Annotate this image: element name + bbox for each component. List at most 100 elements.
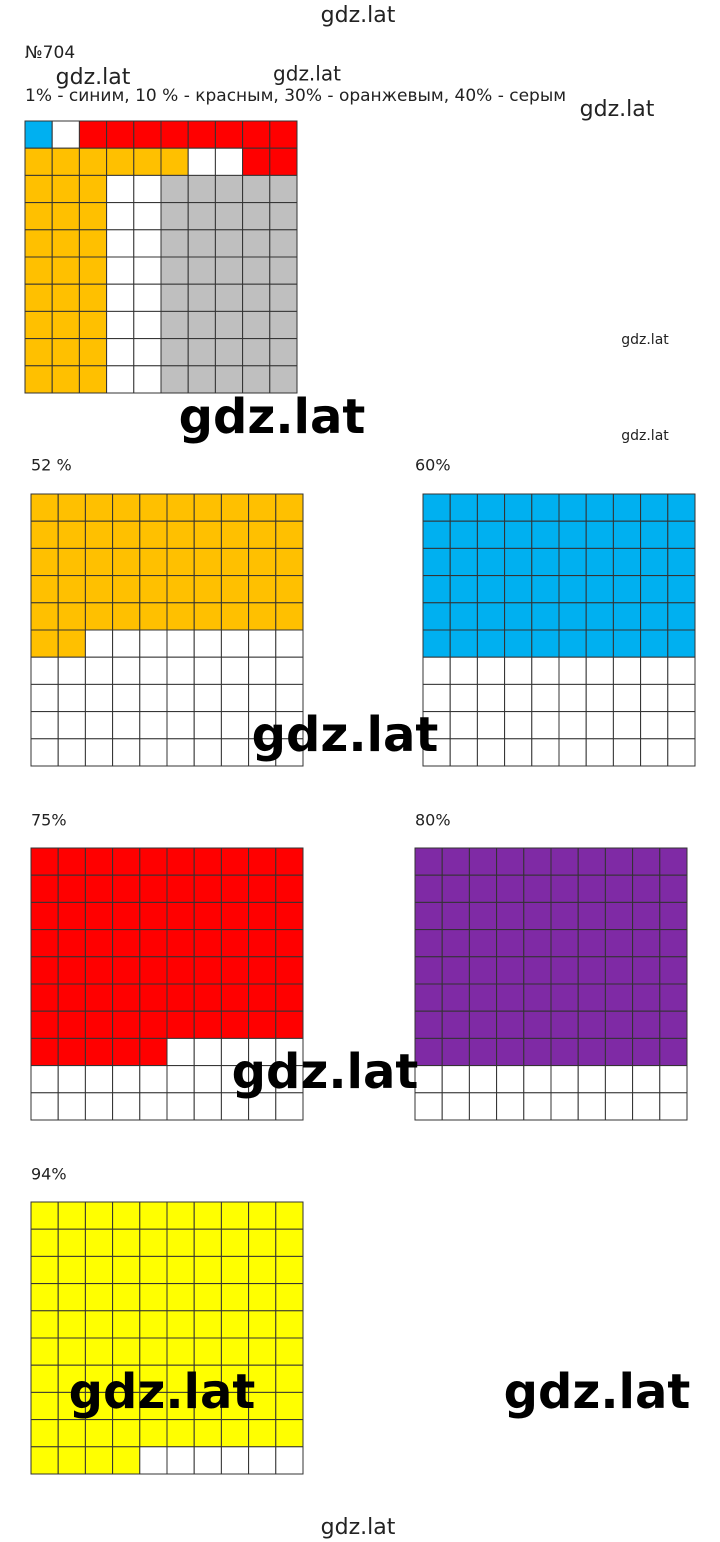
empty-cell — [193, 1037, 222, 1067]
filled-cell — [84, 1337, 114, 1366]
empty-cell — [422, 711, 451, 740]
filled-cell — [220, 983, 250, 1012]
filled-cell — [57, 847, 86, 876]
filled-cell — [193, 1283, 222, 1312]
filled-cell — [84, 1255, 114, 1285]
filled-cell — [112, 575, 141, 604]
filled-cell — [531, 520, 560, 549]
filled-cell — [667, 493, 696, 522]
empty-cell — [133, 283, 162, 312]
filled-cell — [84, 901, 114, 931]
filled-cell — [220, 1201, 250, 1230]
filled-cell — [476, 575, 506, 604]
filled-cell — [57, 1283, 86, 1312]
filled-cell — [166, 983, 195, 1012]
filled-cell — [269, 229, 298, 258]
filled-cell — [248, 575, 277, 604]
filled-cell — [659, 847, 688, 876]
filled-cell — [84, 575, 114, 604]
filled-cell — [51, 147, 80, 176]
empty-cell — [640, 738, 669, 767]
filled-cell — [523, 956, 552, 985]
filled-cell — [24, 202, 53, 231]
filled-cell — [220, 901, 250, 931]
empty-cell — [558, 711, 587, 740]
filled-cell — [166, 547, 195, 577]
filled-cell — [24, 229, 53, 258]
empty-cell — [30, 656, 59, 685]
empty-cell — [57, 656, 86, 685]
filled-cell — [160, 174, 189, 204]
filled-cell — [139, 1337, 168, 1366]
filled-cell — [523, 901, 552, 931]
filled-cell — [248, 520, 277, 549]
empty-cell — [193, 1065, 222, 1094]
empty-cell — [441, 1065, 470, 1094]
empty-cell — [106, 256, 135, 285]
filled-cell — [577, 847, 606, 876]
filled-cell — [30, 520, 59, 549]
filled-cell — [248, 602, 277, 631]
empty-cell — [106, 310, 135, 340]
filled-cell — [30, 1255, 59, 1285]
filled-cell — [84, 847, 114, 876]
empty-cell — [504, 683, 533, 713]
filled-cell — [112, 1228, 141, 1257]
filled-cell — [476, 602, 506, 631]
empty-cell — [139, 1446, 168, 1475]
filled-cell — [106, 147, 135, 176]
empty-cell — [166, 711, 195, 740]
filled-cell — [30, 983, 59, 1012]
empty-cell — [166, 1092, 195, 1121]
filled-cell — [84, 1037, 114, 1067]
filled-cell — [187, 256, 216, 285]
filled-cell — [193, 547, 222, 577]
watermark: gdz.lat — [504, 1364, 691, 1420]
filled-cell — [160, 310, 189, 340]
filled-cell — [248, 1228, 277, 1257]
filled-cell — [214, 202, 244, 231]
grid-label: 75% — [31, 811, 67, 830]
filled-cell — [160, 229, 189, 258]
filled-cell — [78, 147, 108, 176]
filled-cell — [84, 602, 114, 631]
filled-cell — [139, 1201, 168, 1230]
filled-cell — [577, 1010, 606, 1039]
filled-cell — [84, 1310, 114, 1339]
filled-cell — [112, 1419, 141, 1448]
empty-cell — [449, 683, 478, 713]
filled-cell — [422, 575, 451, 604]
filled-cell — [577, 983, 606, 1012]
filled-cell — [139, 956, 168, 985]
empty-cell — [476, 711, 506, 740]
filled-cell — [30, 1228, 59, 1257]
empty-cell — [57, 1092, 86, 1121]
filled-cell — [78, 120, 108, 149]
filled-cell — [166, 1283, 195, 1312]
filled-cell — [166, 1337, 195, 1366]
filled-cell — [84, 493, 114, 522]
filled-cell — [30, 1419, 59, 1448]
filled-cell — [51, 174, 80, 204]
watermark: gdz.lat — [273, 62, 341, 86]
filled-cell — [139, 547, 168, 577]
filled-cell — [632, 956, 661, 985]
watermark: gdz.lat — [69, 1364, 256, 1420]
empty-cell — [248, 629, 277, 658]
filled-cell — [57, 1391, 86, 1421]
filled-cell — [166, 929, 195, 958]
filled-cell — [269, 256, 298, 285]
filled-cell — [220, 874, 250, 903]
filled-cell — [275, 602, 304, 631]
filled-cell — [220, 847, 250, 876]
filled-cell — [248, 1310, 277, 1339]
filled-cell — [275, 493, 304, 522]
filled-cell — [30, 1010, 59, 1039]
empty-cell — [187, 147, 216, 176]
filled-cell — [112, 1201, 141, 1230]
filled-cell — [220, 547, 250, 577]
watermark: gdz.lat — [232, 1044, 419, 1100]
empty-cell — [51, 120, 80, 149]
empty-cell — [106, 283, 135, 312]
filled-cell — [632, 1010, 661, 1039]
